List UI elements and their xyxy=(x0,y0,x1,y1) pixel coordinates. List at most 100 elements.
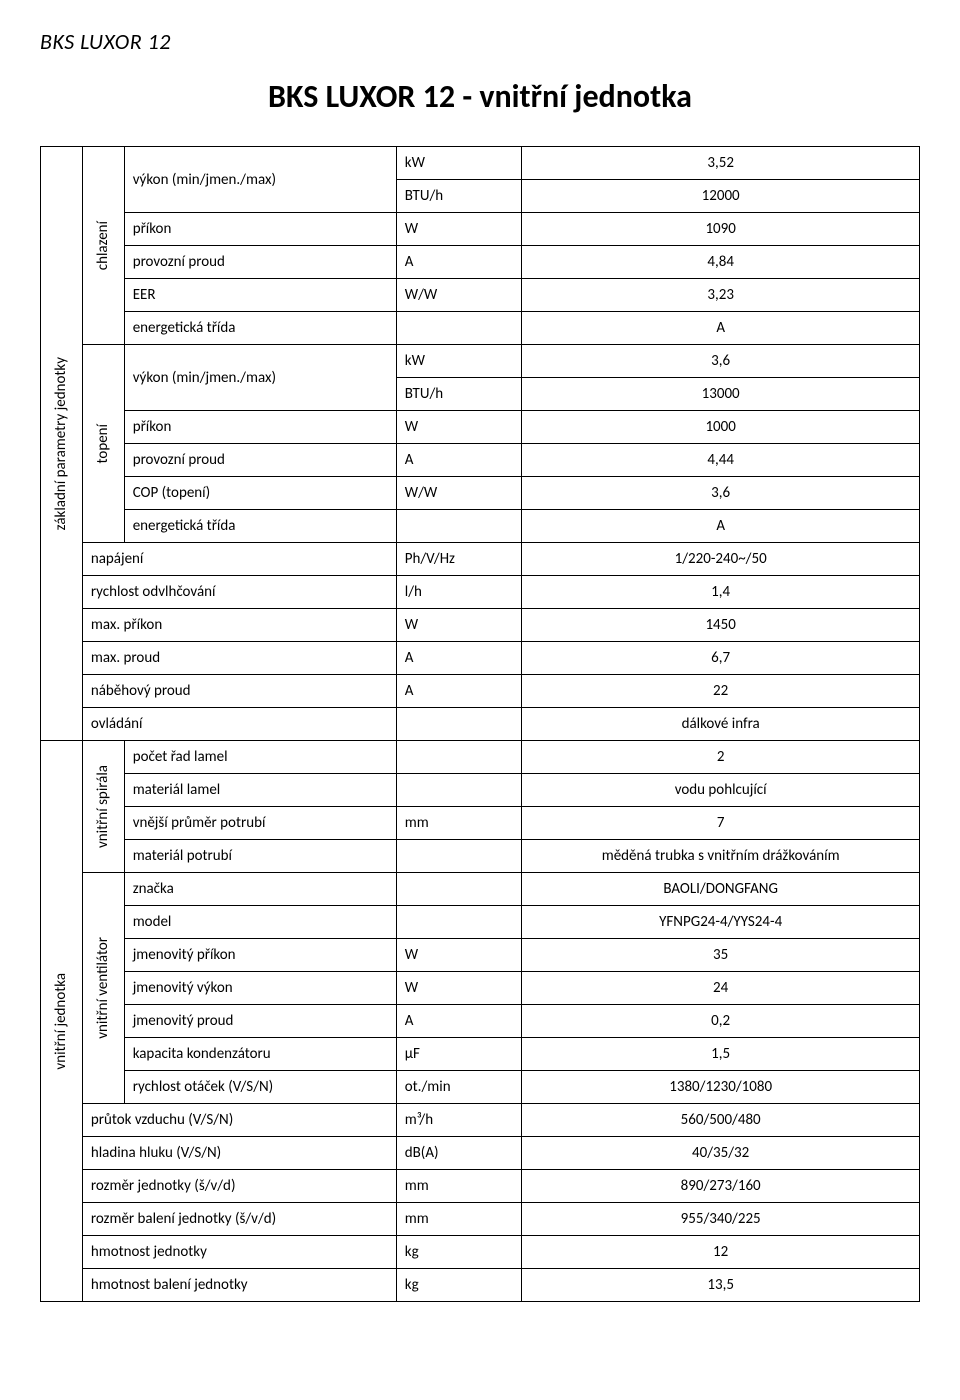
u-dba: dB(A) xyxy=(396,1137,522,1170)
lbl-mat-potrubi: materiál potrubí xyxy=(124,840,396,873)
u-btu: BTU/h xyxy=(396,180,522,213)
u-w2: W xyxy=(396,411,522,444)
v-mat-potrubi: měděná trubka s vnitřním drážkováním xyxy=(522,840,920,873)
v-top-prikon: 1000 xyxy=(522,411,920,444)
v-chl-eer: 3,23 xyxy=(522,279,920,312)
lbl-vykon-top: výkon (min/jmen./max) xyxy=(124,345,396,411)
u-kw2: kW xyxy=(396,345,522,378)
v-top-kw: 3,6 xyxy=(522,345,920,378)
u-kw: kW xyxy=(396,147,522,180)
lbl-prutok: průtok vzduchu (V/S/N) xyxy=(82,1104,396,1137)
u-blank6 xyxy=(396,840,522,873)
lbl-eer: EER xyxy=(124,279,396,312)
v-hmotnost-bal: 13,5 xyxy=(522,1269,920,1302)
u-otmin: ot./min xyxy=(396,1071,522,1104)
rot-vnitrni-jednotka: vnitřní jednotka xyxy=(41,741,83,1302)
u-mm3: mm xyxy=(396,1203,522,1236)
v-mat-lamel: vodu pohlcující xyxy=(522,774,920,807)
v-kap-kond: 1,5 xyxy=(522,1038,920,1071)
v-top-trida: A xyxy=(522,510,920,543)
lbl-hluk: hladina hluku (V/S/N) xyxy=(82,1137,396,1170)
v-chl-kw: 3,52 xyxy=(522,147,920,180)
u-lh: l/h xyxy=(396,576,522,609)
u-a2: A xyxy=(396,444,522,477)
u-blank4 xyxy=(396,741,522,774)
rot-zakladni: základní parametry jednotky xyxy=(41,147,83,741)
lbl-trida-top: energetická třída xyxy=(124,510,396,543)
lbl-cop: COP (topení) xyxy=(124,477,396,510)
u-w5: W xyxy=(396,972,522,1005)
lbl-hmotnost-bal: hmotnost balení jednotky xyxy=(82,1269,396,1302)
lbl-max-prikon: max. příkon xyxy=(82,609,396,642)
lbl-proud-top: provozní proud xyxy=(124,444,396,477)
rot-vnitrni-spirala: vnitřní spirála xyxy=(82,741,124,873)
u-btu2: BTU/h xyxy=(396,378,522,411)
u-kg: kg xyxy=(396,1236,522,1269)
v-top-proud: 4,44 xyxy=(522,444,920,477)
v-chl-proud: 4,84 xyxy=(522,246,920,279)
lbl-prikon-top: příkon xyxy=(124,411,396,444)
page-header: BKS LUXOR 12 xyxy=(40,28,920,55)
v-model: YFNPG24-4/YYS24-4 xyxy=(522,906,920,939)
lbl-ovladani: ovládání xyxy=(82,708,396,741)
v-chl-trida: A xyxy=(522,312,920,345)
rot-chlazeni: chlazení xyxy=(82,147,124,345)
lbl-proud-chl: provozní proud xyxy=(124,246,396,279)
u-a: A xyxy=(396,246,522,279)
v-jm-vykon: 24 xyxy=(522,972,920,1005)
lbl-prikon-chl: příkon xyxy=(124,213,396,246)
v-odvlh: 1,4 xyxy=(522,576,920,609)
lbl-napajeni: napájení xyxy=(82,543,396,576)
lbl-pocet-rad: počet řad lamel xyxy=(124,741,396,774)
v-pocet-rad: 2 xyxy=(522,741,920,774)
lbl-jm-proud: jmenovitý proud xyxy=(124,1005,396,1038)
v-rozmer-bal: 955/340/225 xyxy=(522,1203,920,1236)
spec-table: základní parametry jednotky chlazení výk… xyxy=(40,146,920,1302)
v-otacky: 1380/1230/1080 xyxy=(522,1071,920,1104)
lbl-kap-kond: kapacita kondenzátoru xyxy=(124,1038,396,1071)
u-ww: W/W xyxy=(396,279,522,312)
v-chl-btu: 12000 xyxy=(522,180,920,213)
lbl-vnejsi-prumer: vnější průměr potrubí xyxy=(124,807,396,840)
v-znacka: BAOLI/DONGFANG xyxy=(522,873,920,906)
u-blank5 xyxy=(396,774,522,807)
u-blank8 xyxy=(396,906,522,939)
u-a4: A xyxy=(396,675,522,708)
v-jm-prikon: 35 xyxy=(522,939,920,972)
lbl-jm-vykon: jmenovitý výkon xyxy=(124,972,396,1005)
page: BKS LUXOR 12 BKS LUXOR 12 - vnitřní jedn… xyxy=(0,0,960,1342)
v-chl-prikon: 1090 xyxy=(522,213,920,246)
u-w4: W xyxy=(396,939,522,972)
v-vnejsi-prumer: 7 xyxy=(522,807,920,840)
u-mm: mm xyxy=(396,807,522,840)
lbl-max-proud: max. proud xyxy=(82,642,396,675)
lbl-rozmer-bal: rozměr balení jednotky (š/v/d) xyxy=(82,1203,396,1236)
u-mm2: mm xyxy=(396,1170,522,1203)
v-top-cop: 3,6 xyxy=(522,477,920,510)
v-nabeh: 22 xyxy=(522,675,920,708)
u-blank3 xyxy=(396,708,522,741)
rot-vnitrni-ventilator: vnitřní ventilátor xyxy=(82,873,124,1104)
u-ww2: W/W xyxy=(396,477,522,510)
lbl-jm-prikon: jmenovitý příkon xyxy=(124,939,396,972)
v-hluk: 40/35/32 xyxy=(522,1137,920,1170)
u-w3: W xyxy=(396,609,522,642)
lbl-trida-chl: energetická třída xyxy=(124,312,396,345)
lbl-mat-lamel: materiál lamel xyxy=(124,774,396,807)
v-prutok: 560/500/480 xyxy=(522,1104,920,1137)
u-w: W xyxy=(396,213,522,246)
v-napajeni: 1/220-240~/50 xyxy=(522,543,920,576)
lbl-hmotnost: hmotnost jednotky xyxy=(82,1236,396,1269)
v-max-prikon: 1450 xyxy=(522,609,920,642)
u-phvhz: Ph/V/Hz xyxy=(396,543,522,576)
v-hmotnost: 12 xyxy=(522,1236,920,1269)
v-jm-proud: 0,2 xyxy=(522,1005,920,1038)
u-a3: A xyxy=(396,642,522,675)
v-max-proud: 6,7 xyxy=(522,642,920,675)
u-kg2: kg xyxy=(396,1269,522,1302)
lbl-otacky: rychlost otáček (V/S/N) xyxy=(124,1071,396,1104)
lbl-nabeh: náběhový proud xyxy=(82,675,396,708)
lbl-model: model xyxy=(124,906,396,939)
u-blank2 xyxy=(396,510,522,543)
rot-topeni: topení xyxy=(82,345,124,543)
